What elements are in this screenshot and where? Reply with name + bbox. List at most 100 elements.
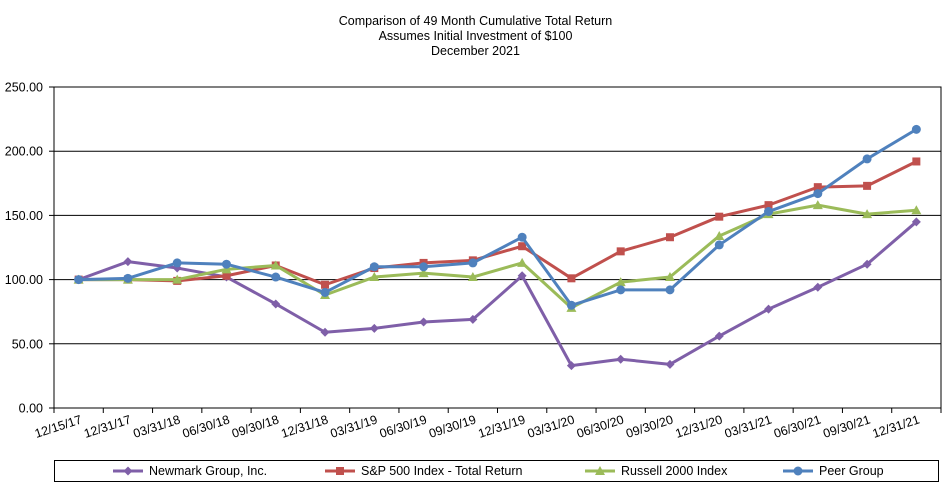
data-point: [566, 361, 576, 371]
x-tick-label: 12/15/17: [33, 413, 84, 441]
data-point: [369, 272, 380, 282]
legend-label: Newmark Group, Inc.: [149, 464, 268, 478]
data-point: [320, 287, 330, 297]
data-point: [320, 327, 330, 337]
y-tick-label: 150.00: [5, 209, 43, 223]
legend-item: Peer Group: [783, 461, 884, 481]
data-point: [764, 201, 773, 210]
x-tick-label: 06/30/21: [772, 413, 823, 441]
data-point: [369, 323, 379, 333]
data-point: [517, 271, 527, 281]
y-tick-label: 200.00: [5, 145, 43, 159]
data-point: [271, 272, 281, 282]
data-point: [172, 258, 182, 268]
data-point: [74, 275, 84, 285]
data-point: [764, 304, 774, 314]
legend-swatch-icon: [113, 466, 143, 476]
x-tick-label: 12/31/20: [674, 413, 725, 441]
series-line: [78, 160, 918, 287]
legend-item: Newmark Group, Inc.: [113, 461, 267, 481]
data-point: [595, 466, 605, 475]
x-tick-label: 03/31/18: [132, 413, 183, 441]
data-point: [221, 264, 232, 274]
data-point: [369, 262, 379, 272]
y-tick-label: 50.00: [12, 337, 43, 351]
x-tick-label: 09/30/20: [624, 413, 675, 441]
legend-swatch-icon: [783, 466, 813, 476]
data-point: [616, 285, 626, 295]
data-point: [615, 277, 626, 287]
data-point: [321, 280, 330, 289]
data-point: [862, 154, 872, 164]
data-point: [813, 282, 823, 292]
data-point: [221, 259, 231, 269]
x-tick-label: 03/31/21: [723, 413, 774, 441]
legend-item: Russell 2000 Index: [585, 461, 727, 481]
data-point: [812, 200, 823, 210]
x-tick-label: 09/30/21: [821, 413, 872, 441]
data-point: [222, 271, 231, 280]
x-tick-label: 12/31/21: [871, 413, 922, 441]
y-tick-label: 250.00: [5, 81, 43, 95]
data-point: [172, 274, 183, 284]
data-point: [468, 258, 478, 268]
data-point: [567, 274, 576, 283]
x-tick-label: 06/30/18: [181, 413, 232, 441]
chart-title: Comparison of 49 Month Cumulative Total …: [338, 14, 613, 28]
x-tick-label: 03/31/20: [526, 413, 577, 441]
legend-item: S&P 500 Index - Total Return: [325, 461, 522, 481]
series-line: [78, 203, 917, 310]
series-line: [78, 128, 918, 307]
data-point: [616, 247, 625, 256]
data-point: [271, 299, 281, 309]
x-tick-label: 12/31/18: [279, 413, 330, 441]
data-point: [419, 317, 429, 327]
data-point: [665, 359, 675, 369]
data-point: [714, 331, 724, 341]
data-point: [419, 262, 429, 272]
x-tick-label: 12/31/19: [476, 413, 527, 441]
data-point: [270, 260, 281, 270]
data-point: [468, 314, 478, 324]
data-point: [863, 181, 872, 190]
data-point: [336, 467, 344, 475]
x-tick-label: 09/30/18: [230, 413, 281, 441]
data-point: [566, 300, 576, 310]
legend-label: Russell 2000 Index: [621, 464, 728, 478]
data-point: [123, 257, 133, 267]
x-tick-label: 09/30/19: [427, 413, 478, 441]
data-point: [911, 124, 921, 134]
x-tick-label: 12/31/17: [82, 413, 133, 441]
legend-swatch-icon: [585, 466, 615, 475]
data-point: [664, 272, 675, 282]
data-point: [714, 240, 724, 250]
data-point: [715, 212, 724, 221]
data-point: [517, 257, 528, 267]
data-point: [616, 354, 626, 364]
y-tick-label: 100.00: [5, 273, 43, 287]
data-point: [517, 232, 527, 242]
data-point: [764, 207, 774, 217]
data-point: [123, 466, 133, 476]
data-point: [813, 183, 822, 192]
legend-label: Peer Group: [819, 464, 884, 478]
chart-title-block: Comparison of 49 Month Cumulative Total …: [0, 14, 951, 59]
y-tick-label: 0.00: [19, 402, 43, 416]
data-point: [665, 285, 675, 295]
data-point: [714, 230, 725, 240]
data-point: [793, 466, 803, 476]
plot-area: [53, 86, 942, 409]
x-tick-label: 06/30/19: [378, 413, 429, 441]
chart-legend: Newmark Group, Inc. S&P 500 Index - Total…: [54, 460, 939, 482]
chart-subtitle: Assumes Initial Investment of $100: [378, 29, 573, 43]
data-point: [518, 242, 527, 251]
legend-label: S&P 500 Index - Total Return: [361, 464, 523, 478]
data-point: [911, 217, 921, 227]
data-point: [123, 273, 133, 283]
data-point: [418, 268, 429, 278]
data-point: [467, 272, 478, 282]
legend-swatch-icon: [325, 467, 355, 475]
data-point: [862, 209, 873, 219]
data-point: [911, 205, 922, 215]
